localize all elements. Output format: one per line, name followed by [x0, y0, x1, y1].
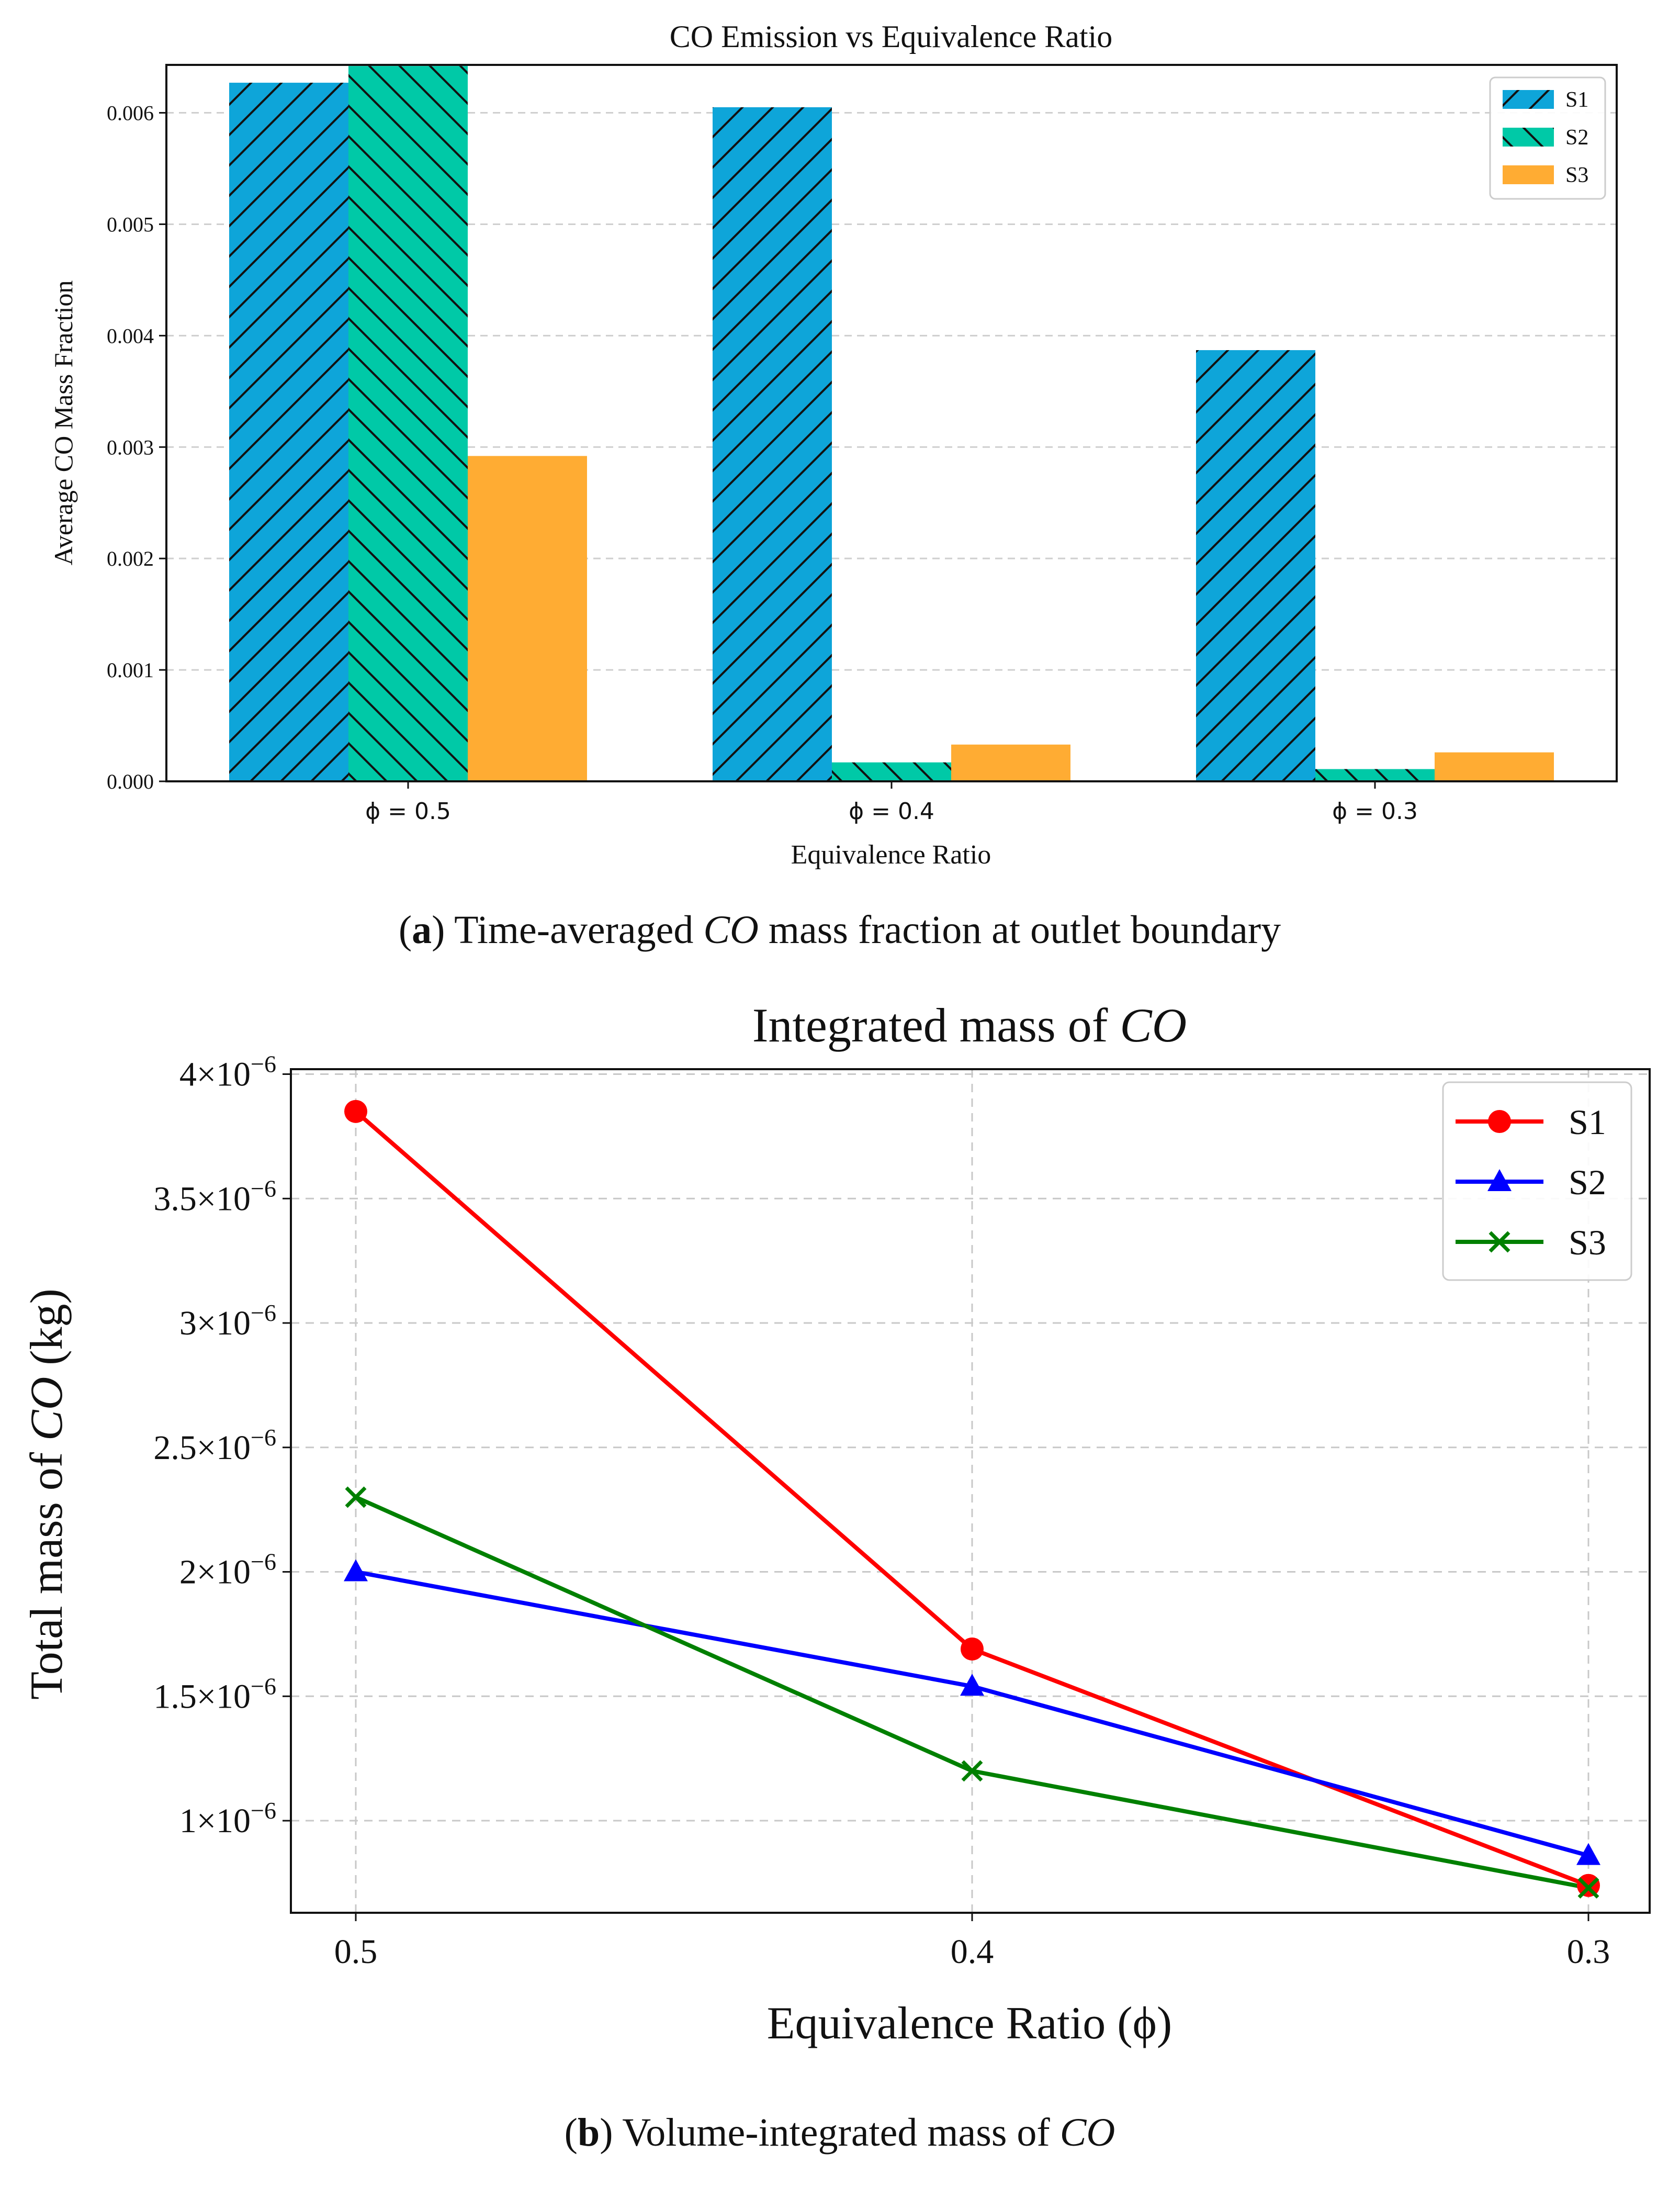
- line-chart-y-axis: 1×10−6 1.5×10−6 2×10−6 2.5×10−6 3×10−6 3.5×10…: [153, 1051, 291, 1840]
- line-chart-y-tick-label: 3.5×10−6: [153, 1175, 276, 1218]
- bar-chart-y-tick-label: 0.005: [107, 212, 154, 236]
- legend-swatch-hatch-s2: [1503, 128, 1554, 147]
- bar-chart-x-tick-label: ϕ = 0.4: [849, 798, 934, 825]
- line-chart-x-axis: 0.5 0.4 0.3: [334, 1913, 1610, 1971]
- line-chart-y-label: Total mass of CO (kg): [21, 1288, 72, 1700]
- bar-chart-x-label: Equivalence Ratio: [791, 840, 991, 870]
- legend-label-s1: S1: [1569, 1102, 1606, 1142]
- bar-hatch-s1: [1196, 350, 1315, 781]
- bar-s3: [1435, 752, 1554, 781]
- legend-swatch-hatch-s1: [1503, 90, 1554, 109]
- legend-label-s3: S3: [1565, 163, 1588, 187]
- legend-label-s2: S2: [1569, 1162, 1606, 1202]
- legend-label-s2: S2: [1565, 126, 1588, 150]
- bar-chart-bars: [229, 66, 1554, 782]
- line-chart-x-tick-label: 0.3: [1567, 1933, 1610, 1971]
- data-point-s1: [344, 1100, 367, 1123]
- bar-chart-y-tick-label: 0.003: [107, 435, 154, 459]
- legend-marker-s1: [1488, 1110, 1511, 1133]
- line-chart-title: Integrated mass of CO: [752, 999, 1187, 1052]
- data-point-s2: [344, 1559, 368, 1582]
- line-chart-y-tick-label: 1×10−6: [179, 1797, 276, 1840]
- legend-label-s1: S1: [1565, 88, 1588, 112]
- bar-chart-title: CO Emission vs Equivalence Ratio: [670, 19, 1113, 54]
- bar-chart-y-tick-label: 0.000: [107, 770, 154, 793]
- legend-marker-s2: [1487, 1169, 1512, 1191]
- bar-chart-y-tick-label: 0.006: [107, 102, 154, 125]
- bar-chart-y-tick-label: 0.004: [107, 324, 154, 347]
- bar-s3: [951, 744, 1070, 781]
- bar-chart: CO Emission vs Equivalence Ratio 0.0000.…: [49, 19, 1618, 952]
- line-chart-y-tick-label: 2×10−6: [179, 1549, 276, 1591]
- line-chart-series: [344, 1100, 1600, 1899]
- line-chart-x-tick-label: 0.4: [951, 1933, 994, 1971]
- data-point-s1: [961, 1637, 984, 1661]
- bar-s3: [468, 456, 587, 781]
- bar-chart-legend: S1 S2 S3: [1489, 76, 1606, 200]
- bar-chart-y-label: Average CO Mass Fraction: [49, 281, 78, 566]
- line-chart-gridlines: [291, 1069, 1650, 1913]
- data-point-s2: [1576, 1843, 1600, 1865]
- line-chart-x-tick-label: 0.5: [334, 1933, 378, 1971]
- line-chart-legend: S1 S2 S3: [1442, 1081, 1632, 1281]
- bar-chart-x-axis: ϕ = 0.5 ϕ = 0.4 ϕ = 0.3: [365, 781, 1418, 825]
- line-chart-plot-frame: [290, 1068, 1651, 1914]
- line-chart-x-label: Equivalence Ratio (ϕ): [767, 1998, 1172, 2049]
- bar-hatch-s1: [713, 107, 832, 781]
- line-chart: Integrated mass of CO 1×10−6 1.5×10−6 2×10…: [21, 999, 1651, 2155]
- line-chart-y-tick-label: 3×10−6: [179, 1299, 276, 1342]
- data-point-s3: [1577, 1877, 1599, 1899]
- data-point-s3: [961, 1760, 983, 1782]
- legend-swatch-s3: [1503, 165, 1554, 184]
- bar-chart-y-tick-label: 0.002: [107, 547, 154, 570]
- legend-label-s3: S3: [1569, 1223, 1606, 1262]
- data-point-s2: [960, 1674, 984, 1696]
- bar-hatch-s2: [1315, 769, 1435, 781]
- bar-chart-y-axis: 0.000 0.001 0.002 0.003 0.004 0.005 0.006: [107, 102, 166, 793]
- line-chart-caption: (b) Volume-integrated mass of CO: [565, 2111, 1115, 2155]
- line-chart-y-tick-label: 2.5×10−6: [153, 1424, 276, 1467]
- bar-hatch-s2: [832, 762, 951, 781]
- bar-chart-x-tick-label: ϕ = 0.3: [1332, 798, 1418, 825]
- line-chart-y-tick-label: 1.5×10−6: [153, 1673, 276, 1715]
- data-point-s3: [345, 1486, 367, 1508]
- bar-chart-caption: (a) Time-averaged CO mass fraction at ou…: [399, 908, 1281, 952]
- legend-marker-s3: [1489, 1231, 1510, 1253]
- bar-hatch-s2: [348, 66, 468, 782]
- line-chart-y-tick-label: 4×10−6: [179, 1051, 276, 1094]
- bar-chart-x-tick-label: ϕ = 0.5: [365, 798, 451, 825]
- bar-chart-y-tick-label: 0.001: [107, 658, 154, 682]
- bar-hatch-s1: [229, 83, 348, 782]
